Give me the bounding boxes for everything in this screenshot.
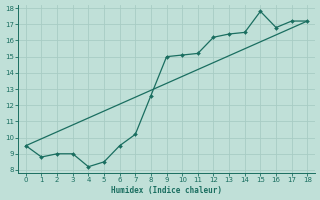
X-axis label: Humidex (Indice chaleur): Humidex (Indice chaleur)	[111, 186, 222, 195]
